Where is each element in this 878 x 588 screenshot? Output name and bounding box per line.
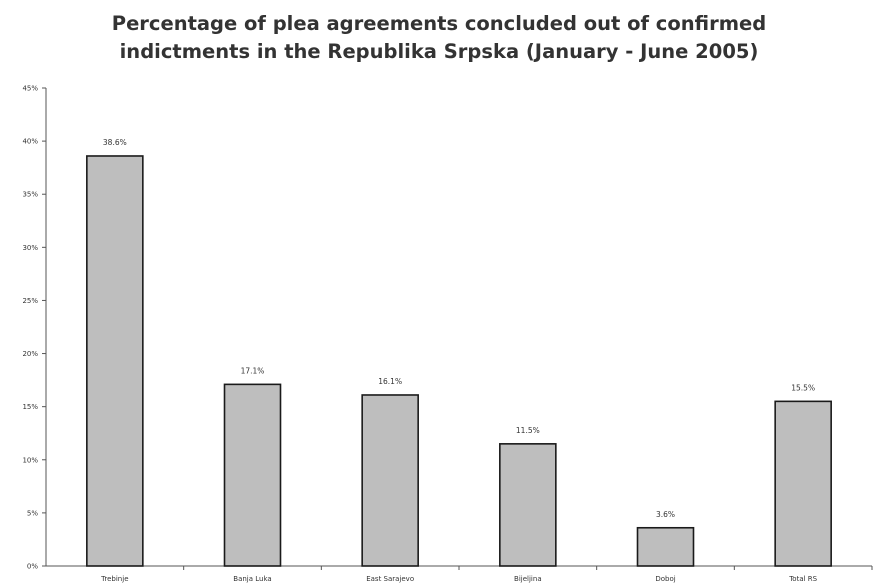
data-label: 16.1% [378, 377, 402, 386]
chart-title: Percentage of plea agreements concluded … [0, 10, 878, 66]
x-tick-label: Doboj [655, 575, 675, 583]
label-layer: 0% 5% 10% 15% 20% 25% 30% 35% 40% 45% 38.6% Trebinj… [22, 85, 817, 584]
bar [223, 383, 282, 567]
data-label: 15.5% [791, 383, 815, 392]
y-tick-label: 25% [22, 297, 38, 305]
data-label: 11.5% [516, 426, 540, 435]
bar [774, 400, 832, 567]
chart-title-line-1: Percentage of plea agreements concluded … [111, 12, 767, 35]
y-tick-label: 10% [22, 456, 38, 464]
y-tick-label: 40% [22, 138, 38, 146]
bar [499, 443, 557, 567]
x-tick-label: Banja Luka [233, 575, 271, 583]
y-tick-label: 30% [22, 244, 38, 252]
chart-title-line-2: indictments in the Republika Srpska (Jan… [119, 40, 759, 63]
y-tick-label: 0% [27, 563, 38, 571]
y-tick-label: 35% [22, 191, 38, 199]
y-tick-label: 45% [22, 85, 38, 93]
data-label: 38.6% [103, 138, 127, 147]
bar [636, 526, 695, 567]
x-tick-label: Trebinje [100, 575, 128, 583]
y-tick-label: 20% [22, 350, 38, 358]
axis-layer [42, 87, 873, 570]
y-tick-label: 5% [27, 509, 38, 517]
y-tick-label: 15% [22, 403, 38, 411]
bar [86, 155, 144, 567]
data-label: 17.1% [241, 366, 265, 375]
x-tick-label: Bijeljina [514, 575, 542, 583]
x-tick-label: Total RS [788, 575, 817, 583]
bar [361, 394, 419, 567]
bar-layer [86, 155, 832, 567]
x-tick-label: East Sarajevo [366, 575, 414, 583]
data-label: 3.6% [656, 510, 675, 519]
